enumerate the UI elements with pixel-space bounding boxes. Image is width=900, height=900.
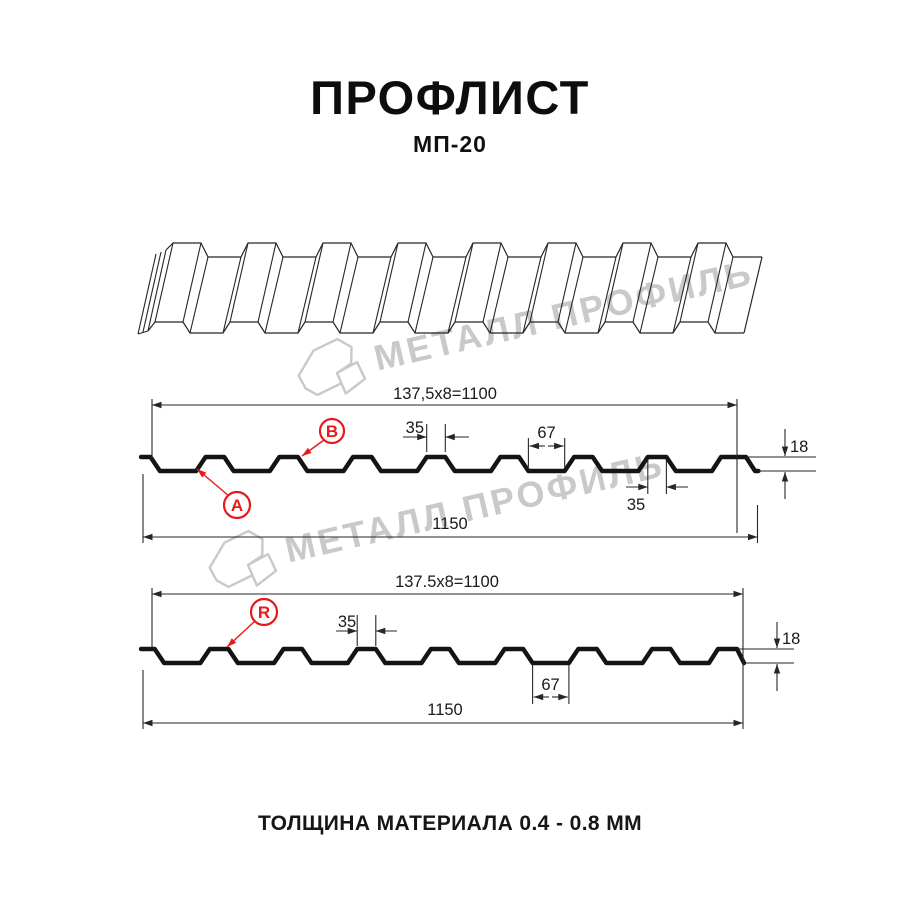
sheet3d-rib-fold xyxy=(707,242,727,323)
sheet3d-rib-fold xyxy=(182,242,202,323)
callout-letter: B xyxy=(326,422,338,441)
arrowhead xyxy=(733,590,743,598)
overall-width-label: 1150 xyxy=(432,515,467,533)
sheet3d-rib-fold xyxy=(257,242,277,323)
metal-profil-logo-icon xyxy=(297,337,367,397)
height-dimension-label: 18 xyxy=(782,630,800,648)
sheet3d-rib-fold xyxy=(264,256,284,334)
arrowhead xyxy=(748,533,758,541)
page-subtitle: МП-20 xyxy=(413,131,487,157)
sheet3d-rib-fold xyxy=(414,256,434,334)
sheet3d-rib-fold xyxy=(639,256,659,334)
sheet3d-rib-fold xyxy=(604,242,624,323)
watermark-1: МЕТАЛЛ ПРОФИЛЬ xyxy=(286,242,760,409)
pitch-dimension-label: 137,5x8=1100 xyxy=(393,385,497,403)
callout-circle xyxy=(222,490,252,520)
sheet3d-rib-fold xyxy=(332,242,352,323)
material-thickness-note: ТОЛЩИНА МАТЕРИАЛА 0.4 - 0.8 ММ xyxy=(257,812,643,835)
profile-line-section1 xyxy=(138,454,761,474)
sheet3d-rib-fold xyxy=(679,242,699,323)
arrowhead xyxy=(781,472,789,482)
sheet3d-rib-fold xyxy=(529,242,549,323)
profile-line-section2 xyxy=(138,646,747,666)
arrowhead xyxy=(773,638,781,648)
rib-top-width-label: 35 xyxy=(627,496,645,514)
sheet3d-rib-fold xyxy=(632,242,652,323)
callout-circle xyxy=(318,417,346,445)
sheet3d-rib-fold xyxy=(672,256,692,334)
sheet3d-rib-fold xyxy=(489,256,509,334)
sheet3d-rib-fold xyxy=(597,256,617,334)
arrowhead xyxy=(143,533,153,541)
arrowhead xyxy=(727,401,737,409)
sheet3d-rib-fold xyxy=(304,242,324,323)
arrowhead xyxy=(197,469,207,478)
sheet3d-endcap-line xyxy=(137,330,149,335)
overall-width-label: 1150 xyxy=(427,701,462,719)
arrowhead xyxy=(347,627,358,635)
arrowhead xyxy=(773,664,781,674)
sheet3d-rib-fold xyxy=(407,242,427,323)
sheet3d-rib-fold xyxy=(454,242,474,323)
callout-letter: R xyxy=(258,603,270,622)
arrowhead xyxy=(375,627,386,635)
arrowhead xyxy=(152,590,162,598)
arrowhead xyxy=(302,447,312,456)
sheet3d-rib-fold xyxy=(154,242,174,323)
sheet3d-endcap-line xyxy=(142,251,162,333)
valley-width-label: 67 xyxy=(541,676,559,694)
sheet3d-rib-fold xyxy=(297,256,317,334)
sheet3d-rib-fold xyxy=(522,256,542,334)
height-dimension-label: 18 xyxy=(790,438,808,456)
arrowhead xyxy=(417,433,427,441)
sheet3d-rib-fold xyxy=(557,242,577,323)
sheet3d-rib-fold xyxy=(379,242,399,323)
sheet3d-top-edge xyxy=(165,242,762,258)
sheet3d-rib-fold xyxy=(714,256,734,334)
pitch-dimension-label: 137.5x8=1100 xyxy=(395,573,499,591)
arrowhead xyxy=(558,693,568,701)
arrowhead xyxy=(227,638,237,647)
sheet3d-endcap-line xyxy=(137,253,157,335)
arrowhead xyxy=(143,719,153,727)
rib-top-width-label: 35 xyxy=(406,419,424,437)
arrowhead xyxy=(554,442,564,450)
sheet3d-right-edge xyxy=(743,256,763,334)
sheet3d-rib-fold xyxy=(229,242,249,323)
valley-width-label: 67 xyxy=(537,424,555,442)
sheet3d-rib-fold xyxy=(447,256,467,334)
callout-letter: A xyxy=(231,496,243,515)
arrowhead xyxy=(529,442,539,450)
sheet3d-bottom-edge xyxy=(147,321,744,334)
sheet3d-rib-fold xyxy=(222,256,242,334)
callout-circle xyxy=(249,597,279,627)
sheet3d-endcap-line xyxy=(147,249,167,332)
sheet3d-rib-fold xyxy=(189,256,209,334)
arrowhead xyxy=(152,401,162,409)
page-title: ПРОФЛИСТ xyxy=(310,71,590,124)
arrowhead xyxy=(445,433,455,441)
rib-top-width-label: 35 xyxy=(338,613,356,631)
sheet3d-rib-fold xyxy=(482,242,502,323)
arrowhead xyxy=(666,483,676,491)
sheet3d-rib-fold xyxy=(372,256,392,334)
arrowhead xyxy=(638,483,648,491)
sheet3d-rib-fold xyxy=(339,256,359,334)
arrowhead xyxy=(533,693,544,701)
arrowhead xyxy=(733,719,743,727)
sheet3d-rib-fold xyxy=(564,256,584,334)
arrowhead xyxy=(781,446,789,456)
